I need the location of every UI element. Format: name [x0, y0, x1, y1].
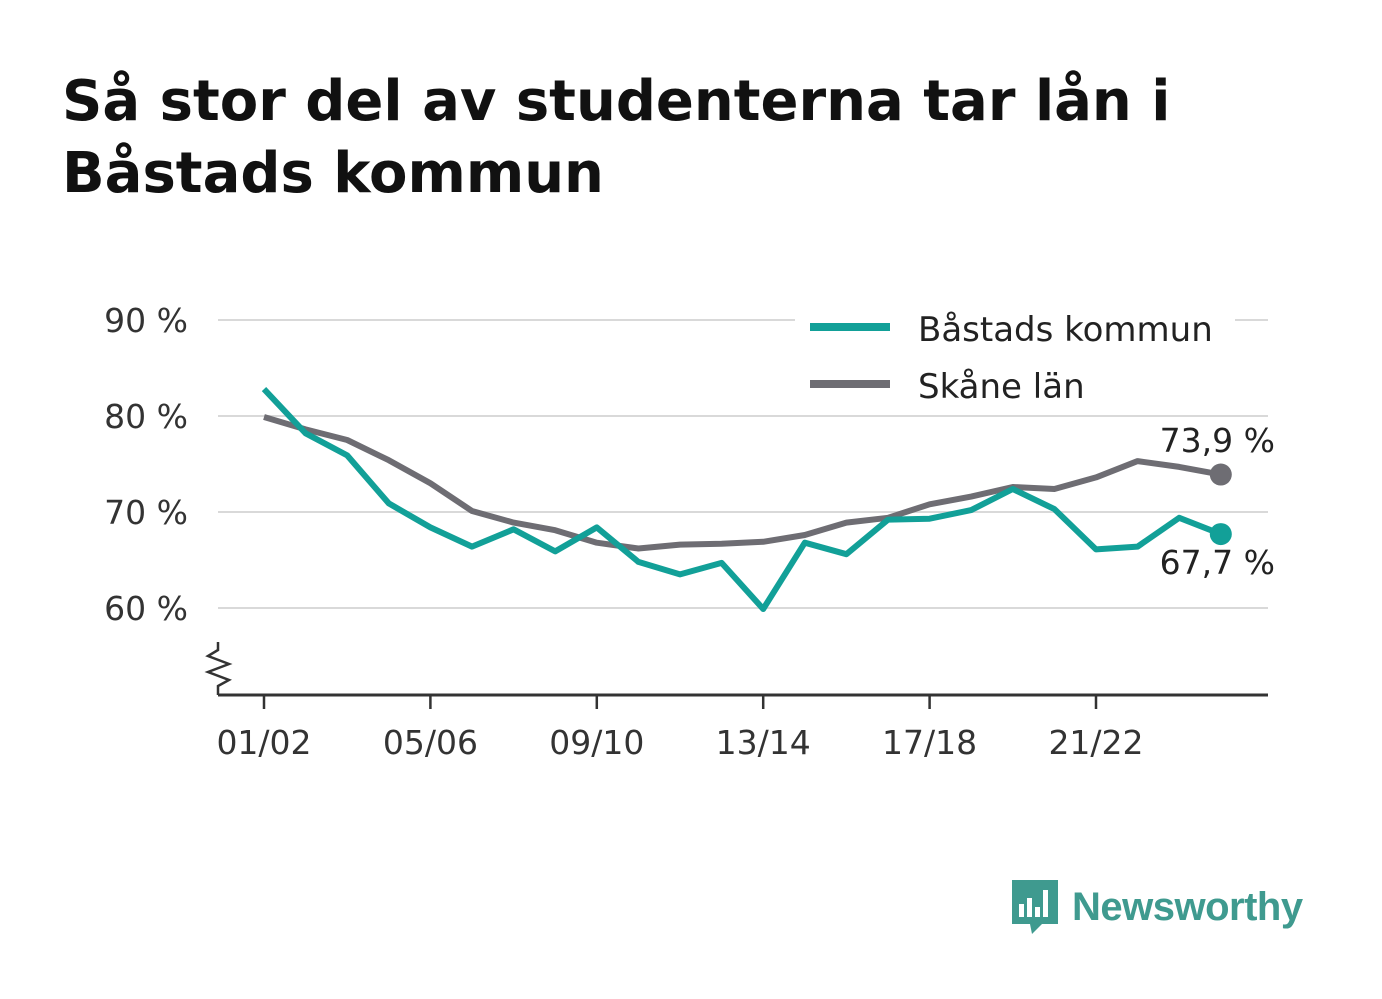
- x-axis-ticks: 01/02 05/06 09/10 13/14 17/18 21/22: [216, 695, 1144, 762]
- x-tick-label: 17/18: [882, 723, 977, 762]
- end-labels: 73,9 % 67,7 %: [1160, 421, 1275, 582]
- end-label-bastad: 67,7 %: [1160, 543, 1275, 582]
- chart-title: Så stor del av studenterna tar lån i Bås…: [62, 69, 1171, 206]
- x-tick-label: 13/14: [716, 723, 811, 762]
- axis-break-icon: [204, 642, 233, 695]
- legend-background: [795, 296, 1235, 414]
- brand-name: Newsworthy: [1072, 884, 1303, 929]
- x-tick-label: 21/22: [1048, 723, 1143, 762]
- legend: Båstads kommun Skåne län: [795, 296, 1235, 414]
- y-tick-label: 60 %: [104, 589, 188, 628]
- y-tick-label: 80 %: [104, 397, 188, 436]
- y-axis-tick-labels: 90 % 80 % 70 % 60 %: [104, 301, 188, 628]
- end-point-bastad: [1209, 523, 1232, 546]
- series-line-skane: [263, 414, 1222, 552]
- series-lines: [261, 387, 1232, 612]
- y-tick-label: 90 %: [104, 301, 188, 340]
- x-tick-label: 05/06: [383, 723, 478, 762]
- legend-label-bastad: Båstads kommun: [918, 310, 1213, 350]
- bar-chart-speech-bubble-icon: [1012, 880, 1058, 934]
- x-tick-label: 09/10: [549, 723, 644, 762]
- end-label-skane: 73,9 %: [1160, 421, 1275, 460]
- y-tick-label: 70 %: [104, 493, 188, 532]
- newsworthy-logo: Newsworthy: [1010, 878, 1303, 936]
- legend-label-skane: Skåne län: [918, 367, 1085, 407]
- end-point-skane: [1209, 463, 1232, 486]
- x-axis: [204, 642, 1268, 697]
- series-line-bastad: [261, 387, 1222, 612]
- x-tick-label: 01/02: [216, 723, 311, 762]
